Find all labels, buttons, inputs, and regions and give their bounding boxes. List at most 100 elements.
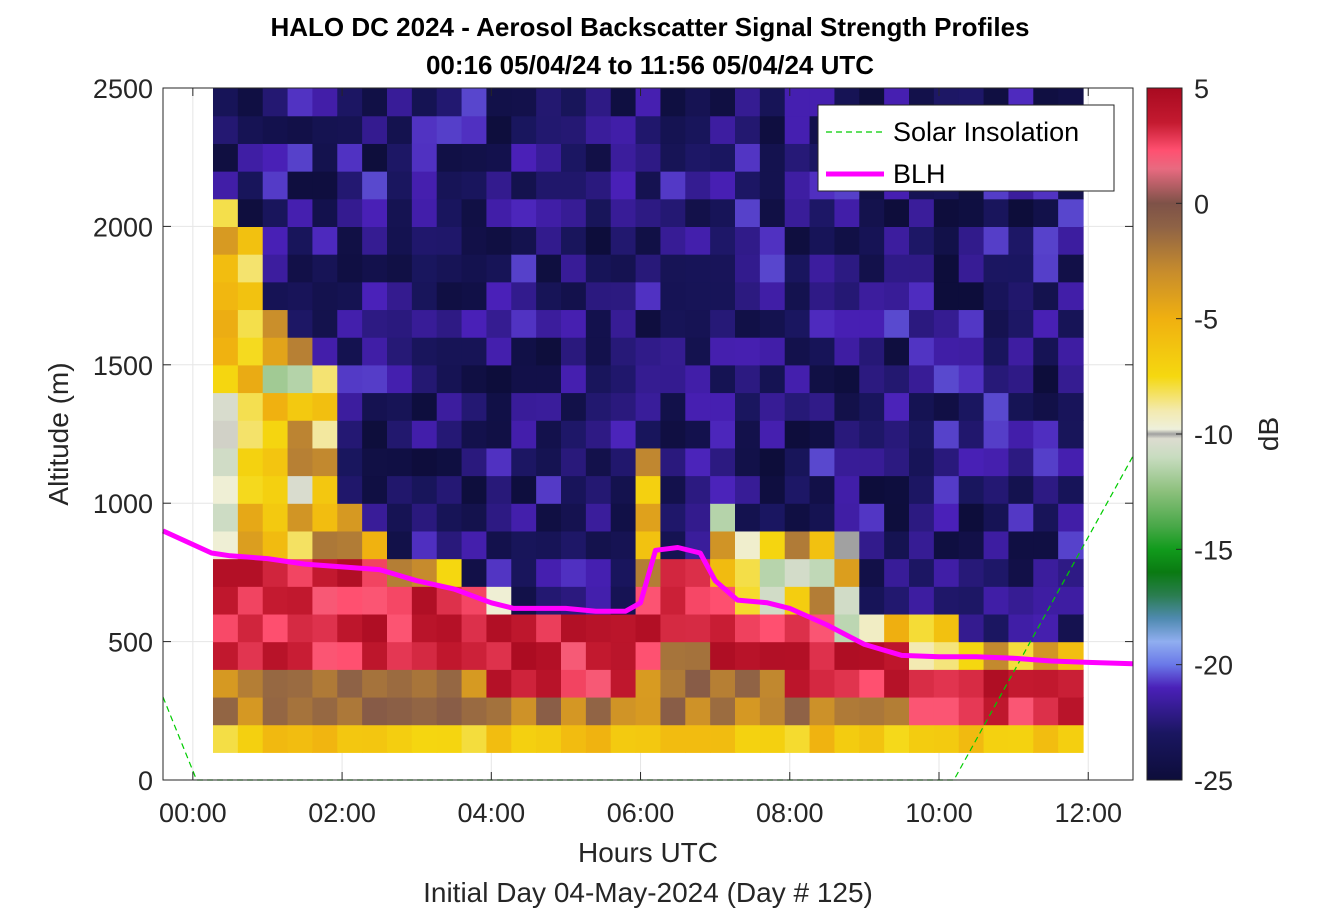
heatmap-cell bbox=[511, 530, 537, 560]
heatmap-cell bbox=[859, 447, 885, 477]
heatmap-cell bbox=[511, 115, 537, 144]
heatmap-cell bbox=[735, 447, 761, 477]
heatmap-cell bbox=[212, 364, 239, 394]
heatmap-cell bbox=[834, 641, 860, 670]
heatmap-cell bbox=[536, 171, 562, 200]
heatmap-cell bbox=[237, 171, 264, 200]
heatmap-cell bbox=[660, 143, 686, 172]
heatmap-cell bbox=[759, 281, 786, 311]
heatmap-cell bbox=[958, 530, 985, 560]
backscatter-heatmap bbox=[212, 88, 1084, 753]
heatmap-cell bbox=[710, 392, 736, 421]
heatmap-cell bbox=[511, 475, 537, 504]
heatmap-cell bbox=[759, 447, 786, 477]
heatmap-cell bbox=[511, 143, 537, 172]
heatmap-cell bbox=[411, 475, 438, 504]
heatmap-cell bbox=[461, 281, 488, 311]
heatmap-cell bbox=[759, 309, 786, 338]
heatmap-cell bbox=[237, 613, 264, 643]
heatmap-cell bbox=[362, 669, 388, 698]
heatmap-cell bbox=[859, 392, 885, 421]
heatmap-cell bbox=[1058, 364, 1084, 394]
heatmap-cell bbox=[262, 364, 289, 394]
heatmap-cell bbox=[610, 669, 637, 698]
heatmap-cell bbox=[735, 364, 761, 394]
heatmap-cell bbox=[411, 88, 438, 117]
heatmap-cell bbox=[983, 392, 1010, 421]
heatmap-cell bbox=[660, 586, 686, 615]
heatmap-cell bbox=[436, 281, 463, 311]
heatmap-cell bbox=[685, 281, 711, 311]
heatmap-cell bbox=[486, 309, 512, 338]
heatmap-cell bbox=[362, 724, 388, 753]
heatmap-cell bbox=[933, 226, 960, 255]
heatmap-cell bbox=[1033, 364, 1059, 394]
heatmap-cell bbox=[660, 475, 686, 504]
heatmap-cell bbox=[237, 724, 264, 753]
heatmap-cell bbox=[585, 558, 612, 587]
heatmap-cell bbox=[312, 198, 338, 227]
heatmap-cell bbox=[735, 613, 761, 643]
heatmap-cell bbox=[411, 226, 438, 255]
heatmap-cell bbox=[1008, 503, 1034, 532]
legend-box bbox=[817, 104, 1115, 192]
heatmap-cell bbox=[312, 641, 338, 670]
heatmap-cell bbox=[212, 171, 239, 200]
heatmap-cell bbox=[1058, 337, 1084, 366]
heatmap-cell bbox=[237, 641, 264, 670]
heatmap-cell bbox=[1033, 337, 1059, 366]
heatmap-cell bbox=[337, 475, 363, 504]
heatmap-cell bbox=[909, 364, 935, 394]
heatmap-cell bbox=[486, 171, 512, 200]
heatmap-cell bbox=[536, 226, 562, 255]
heatmap-cell bbox=[834, 281, 860, 311]
heatmap-cell bbox=[635, 254, 662, 283]
heatmap-cell bbox=[362, 586, 388, 615]
heatmap-cell bbox=[1008, 669, 1034, 698]
heatmap-cell bbox=[610, 281, 637, 311]
heatmap-cell bbox=[237, 309, 264, 338]
heatmap-cell bbox=[237, 198, 264, 227]
heatmap-cell bbox=[909, 281, 935, 311]
heatmap-cell bbox=[1033, 281, 1059, 311]
heatmap-cell bbox=[735, 171, 761, 200]
heatmap-cell bbox=[585, 420, 612, 449]
heatmap-cell bbox=[511, 171, 537, 200]
heatmap-cell bbox=[909, 503, 935, 532]
heatmap-cell bbox=[983, 724, 1010, 753]
heatmap-cell bbox=[933, 586, 960, 615]
heatmap-cell bbox=[759, 143, 786, 172]
heatmap-cell bbox=[809, 392, 836, 421]
heatmap-cell bbox=[511, 669, 537, 698]
heatmap-cell bbox=[710, 309, 736, 338]
heatmap-cell bbox=[1008, 586, 1034, 615]
heatmap-cell bbox=[784, 696, 811, 726]
heatmap-cell bbox=[411, 171, 438, 200]
heatmap-cell bbox=[387, 392, 413, 421]
heatmap-cell bbox=[287, 171, 314, 200]
heatmap-cell bbox=[710, 475, 736, 504]
heatmap-cell bbox=[511, 309, 537, 338]
heatmap-cell bbox=[387, 309, 413, 338]
heatmap-cell bbox=[933, 696, 960, 726]
heatmap-cell bbox=[834, 586, 860, 615]
heatmap-cell bbox=[933, 669, 960, 698]
y-tick-label: 0 bbox=[138, 766, 153, 796]
heatmap-cell bbox=[561, 143, 587, 172]
heatmap-cell bbox=[337, 530, 363, 560]
heatmap-cell bbox=[660, 420, 686, 449]
heatmap-cell bbox=[362, 281, 388, 311]
heatmap-cell bbox=[660, 392, 686, 421]
heatmap-cell bbox=[784, 503, 811, 532]
heatmap-cell bbox=[933, 254, 960, 283]
heatmap-cell bbox=[1058, 530, 1084, 560]
heatmap-cell bbox=[784, 447, 811, 477]
heatmap-cell bbox=[685, 586, 711, 615]
heatmap-cell bbox=[461, 143, 488, 172]
heatmap-cell bbox=[635, 281, 662, 311]
legend: Solar Insolation BLH bbox=[817, 104, 1115, 192]
heatmap-cell bbox=[461, 669, 488, 698]
heatmap-cell bbox=[362, 503, 388, 532]
heatmap-cell bbox=[536, 309, 562, 338]
heatmap-cell bbox=[486, 254, 512, 283]
